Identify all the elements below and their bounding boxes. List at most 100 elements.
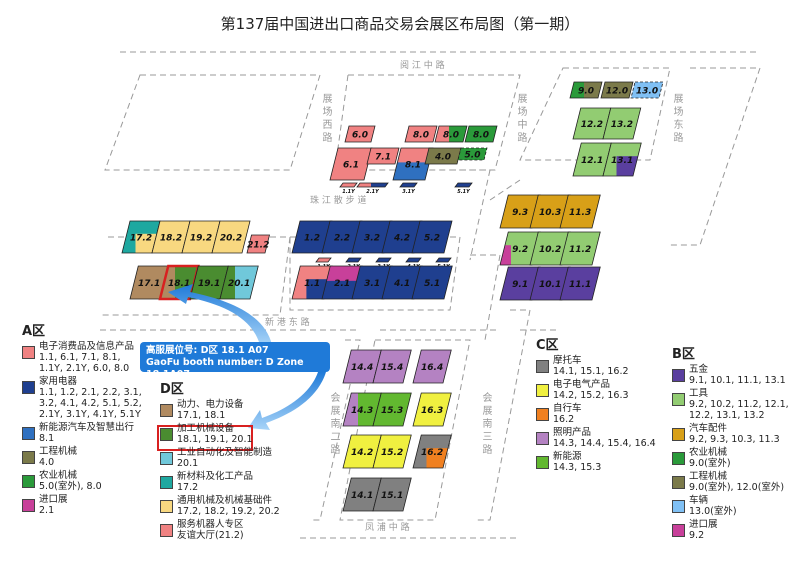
legend-category: 农业机械: [39, 470, 78, 481]
hall-shape: [352, 221, 392, 253]
hall-6.0[interactable]: 6.0: [344, 125, 376, 143]
hall-shape: [212, 221, 250, 253]
legend-halls: 18.1, 19.1, 20.1: [177, 434, 253, 445]
hall-shape: [631, 82, 663, 98]
hall-outline: [411, 265, 453, 300]
legend-halls: 9.1, 10.1, 11.1, 13.1: [689, 375, 786, 386]
hall-2.1Y[interactable]: 2.1Y: [356, 182, 399, 195]
hall-label: 11.3: [569, 208, 591, 218]
hall-16.3[interactable]: 16.3: [412, 392, 452, 427]
hall-9.0[interactable]: 9.0: [569, 81, 612, 99]
hall-13.2[interactable]: 13.2: [602, 107, 642, 140]
hall-outline: [356, 182, 389, 188]
hall-secondary-fill: [371, 183, 388, 187]
legend-halls: 20.1: [177, 458, 199, 469]
legend-item: 农业机械 9.0(室外): [672, 447, 797, 469]
hall-5.0[interactable]: 5.0: [457, 147, 488, 161]
hall-11.3[interactable]: 11.3: [559, 194, 601, 229]
hall-shape: [130, 266, 169, 299]
hall-outline: [424, 147, 462, 165]
legend-swatch: [536, 360, 549, 373]
hall-shape: [190, 266, 229, 299]
legend-halls: 4.0: [39, 457, 55, 468]
map-title: 第137届中国进出口商品交易会展区布局图（第一期）: [220, 15, 580, 33]
hall-label: 5.1: [424, 279, 440, 289]
hall-8.1[interactable]: 8.1: [388, 147, 438, 194]
legend-swatch: [160, 500, 173, 513]
legend-item: 自行车 16.2: [536, 403, 656, 425]
legend-category: 电子电气产品: [553, 379, 611, 390]
hall-shape: [530, 232, 571, 265]
legend-category: 新材料及化工产品: [177, 471, 254, 482]
hall-8.0[interactable]: 8.0: [404, 125, 438, 143]
hall-5.1[interactable]: 5.1: [411, 265, 453, 300]
legend-category: 进口展: [689, 519, 718, 530]
hall-8.0[interactable]: 8.0: [434, 125, 477, 143]
hall-12.0[interactable]: 12.0: [600, 81, 634, 99]
hall-shape: [152, 221, 190, 253]
hall-4.0[interactable]: 4.0: [424, 147, 462, 165]
hall-outline: [372, 392, 412, 427]
hall-20.1[interactable]: 20.1: [219, 265, 265, 300]
legend-category: 新能源汽车及智慧出行: [39, 422, 135, 433]
hall-11.1[interactable]: 11.1: [559, 266, 601, 301]
hall-label: 9.3: [512, 208, 528, 218]
legend-halls: 13.0(室外): [689, 506, 737, 517]
hall-15.3[interactable]: 15.3: [372, 392, 412, 427]
hall-shape: [560, 195, 601, 228]
hall-15.4[interactable]: 15.4: [372, 349, 412, 384]
legend-halls: 14.2, 15.2, 16.3: [553, 390, 629, 401]
legend-title: D区: [160, 382, 184, 397]
hall-shape: [292, 221, 332, 253]
hall-16.4[interactable]: 16.4: [412, 349, 452, 384]
hall-outline: [464, 125, 498, 143]
hall-17.2[interactable]: 17.2: [121, 220, 166, 266]
legend-halls: 1.1, 1.2, 2.1, 2.2, 3.1, 3.2, 4.1, 4.2, …: [39, 387, 142, 420]
hall-16.2[interactable]: 16.2: [412, 434, 457, 481]
callout-arrow-down: [248, 372, 326, 430]
callout-line-cn: 高服展位号: D区 18.1 A07: [146, 345, 269, 356]
road-label: 展场中路: [515, 93, 526, 145]
hall-8.0[interactable]: 8.0: [464, 125, 498, 143]
legend-category: 加工机械设备: [177, 423, 235, 434]
hall-secondary-fill: [584, 82, 602, 98]
hall-label: 18.1: [168, 279, 190, 289]
hall-11.2[interactable]: 11.2: [559, 231, 601, 266]
hall-label: 5.1Y: [457, 189, 471, 195]
hall-label: 13.2: [611, 120, 633, 130]
hall-label: 4.2: [393, 234, 410, 244]
hall-2.1[interactable]: 2.1: [317, 265, 367, 314]
hall-shape: [316, 258, 331, 262]
legend-item: 工程机械 4.0: [22, 446, 147, 468]
hall-label: 12.2: [581, 120, 603, 130]
hall-outline: [375, 257, 392, 263]
hall-20.2[interactable]: 20.2: [211, 220, 251, 254]
hall-shape: [560, 267, 601, 300]
hall-21.2[interactable]: 21.2: [246, 234, 271, 254]
hall-label: 8.0: [413, 131, 429, 141]
hall-shape: [367, 148, 399, 164]
hall-7.1[interactable]: 7.1: [366, 147, 400, 165]
hall-15.1[interactable]: 15.1: [372, 477, 412, 512]
hall-1.1Y[interactable]: 1.1Y: [339, 182, 358, 195]
hall-13.0[interactable]: 13.0: [630, 81, 664, 99]
hall-outline: [434, 125, 468, 143]
hall-shape: [382, 266, 423, 299]
legend-zone-c: C区 摩托车 14.1, 15.1, 16.2 电子电气产品 14.2, 15.2, 1…: [536, 339, 656, 475]
hall-6.1[interactable]: 6.1: [329, 147, 373, 181]
hall-outline: [246, 234, 271, 254]
legend-item: 电子消费品及信息产品 1.1, 6.1, 7.1, 8.1, 1.1Y, 2.1Y…: [22, 341, 147, 374]
hall-label: 13.0: [636, 87, 658, 97]
hall-3.1Y[interactable]: 3.1Y: [399, 182, 418, 195]
legend-category: 工具: [689, 388, 709, 399]
legend-category: 工业自动化及智能制造: [177, 447, 273, 458]
legend-swatch: [672, 452, 685, 465]
hall-15.2[interactable]: 15.2: [372, 434, 412, 469]
legend-swatch: [536, 408, 549, 421]
hall-5.2[interactable]: 5.2: [411, 220, 453, 254]
hall-5.1Y[interactable]: 5.1Y: [454, 182, 473, 195]
legend-item: 新材料及化工产品 17.2: [160, 471, 300, 493]
hall-shape: [412, 221, 452, 253]
legend-swatch: [22, 475, 35, 488]
hall-13.1[interactable]: 13.1: [602, 142, 647, 189]
